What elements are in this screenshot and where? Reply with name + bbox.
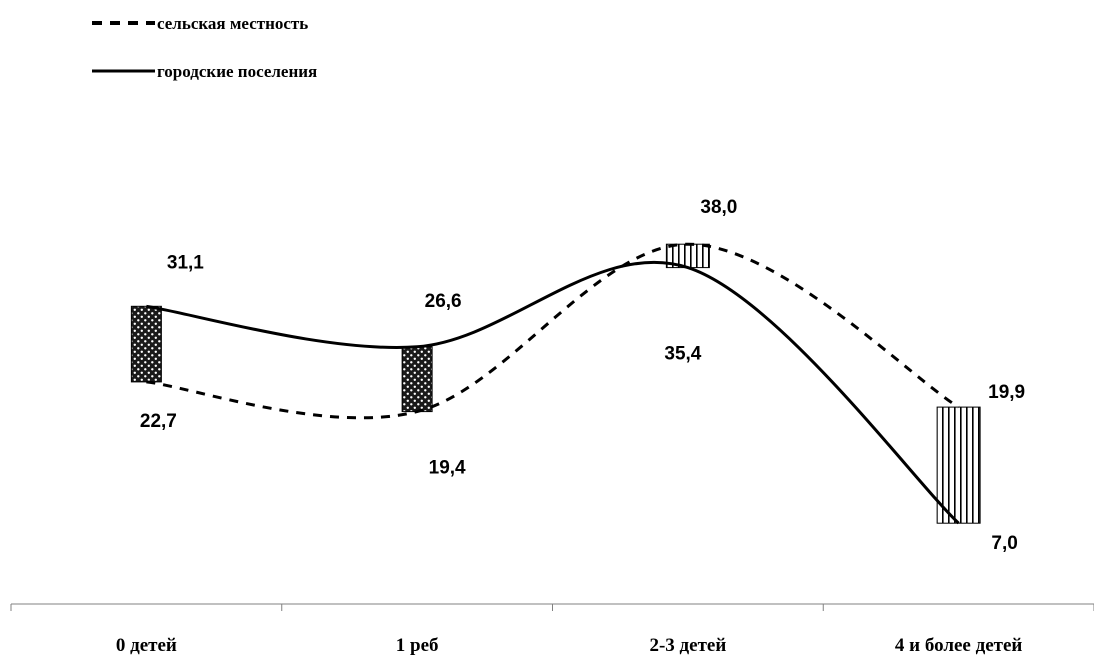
x-axis-labels: 0 детей 1 реб 2-3 детей 4 и более детей: [116, 635, 1023, 656]
data-label-urban: 31,1: [167, 252, 204, 273]
data-label-rural: 19,4: [429, 458, 466, 479]
category-marker: [130, 305, 162, 383]
data-label-urban: 35,4: [664, 344, 701, 365]
category-marker: [936, 406, 981, 524]
x-tick-label: 4 и более детей: [895, 635, 1023, 656]
data-label-rural: 22,7: [140, 411, 177, 432]
data-label-urban: 26,6: [425, 291, 462, 312]
legend: сельская местность городские поселения: [92, 14, 317, 81]
legend-item-rural: сельская местность: [92, 14, 308, 33]
x-axis: 0 детей 1 реб 2-3 детей 4 и более детей: [10, 603, 1094, 656]
legend-label-urban: городские поселения: [157, 62, 317, 81]
x-axis-ticks: [10, 604, 1094, 611]
line-layer: [146, 242, 960, 525]
x-tick-label: 1 реб: [396, 635, 439, 656]
data-label-rural: 19,9: [988, 382, 1025, 403]
category-marker: [401, 346, 433, 413]
legend-label-rural: сельская местность: [157, 14, 308, 33]
label-layer: 22,7 19,4 38,0 19,9 31,1 26,6 35,4 7,0: [140, 197, 1025, 554]
x-tick-label: 2-3 детей: [649, 635, 726, 656]
data-label-rural: 38,0: [700, 197, 737, 218]
legend-item-urban: городские поселения: [92, 62, 317, 81]
series-line-urban: [146, 260, 960, 525]
x-tick-label: 0 детей: [116, 635, 177, 656]
plot-area: 22,7 19,4 38,0 19,9 31,1 26,6 35,4 7,0: [130, 197, 1025, 554]
marker-layer: [130, 243, 981, 524]
data-label-urban: 7,0: [991, 533, 1017, 554]
